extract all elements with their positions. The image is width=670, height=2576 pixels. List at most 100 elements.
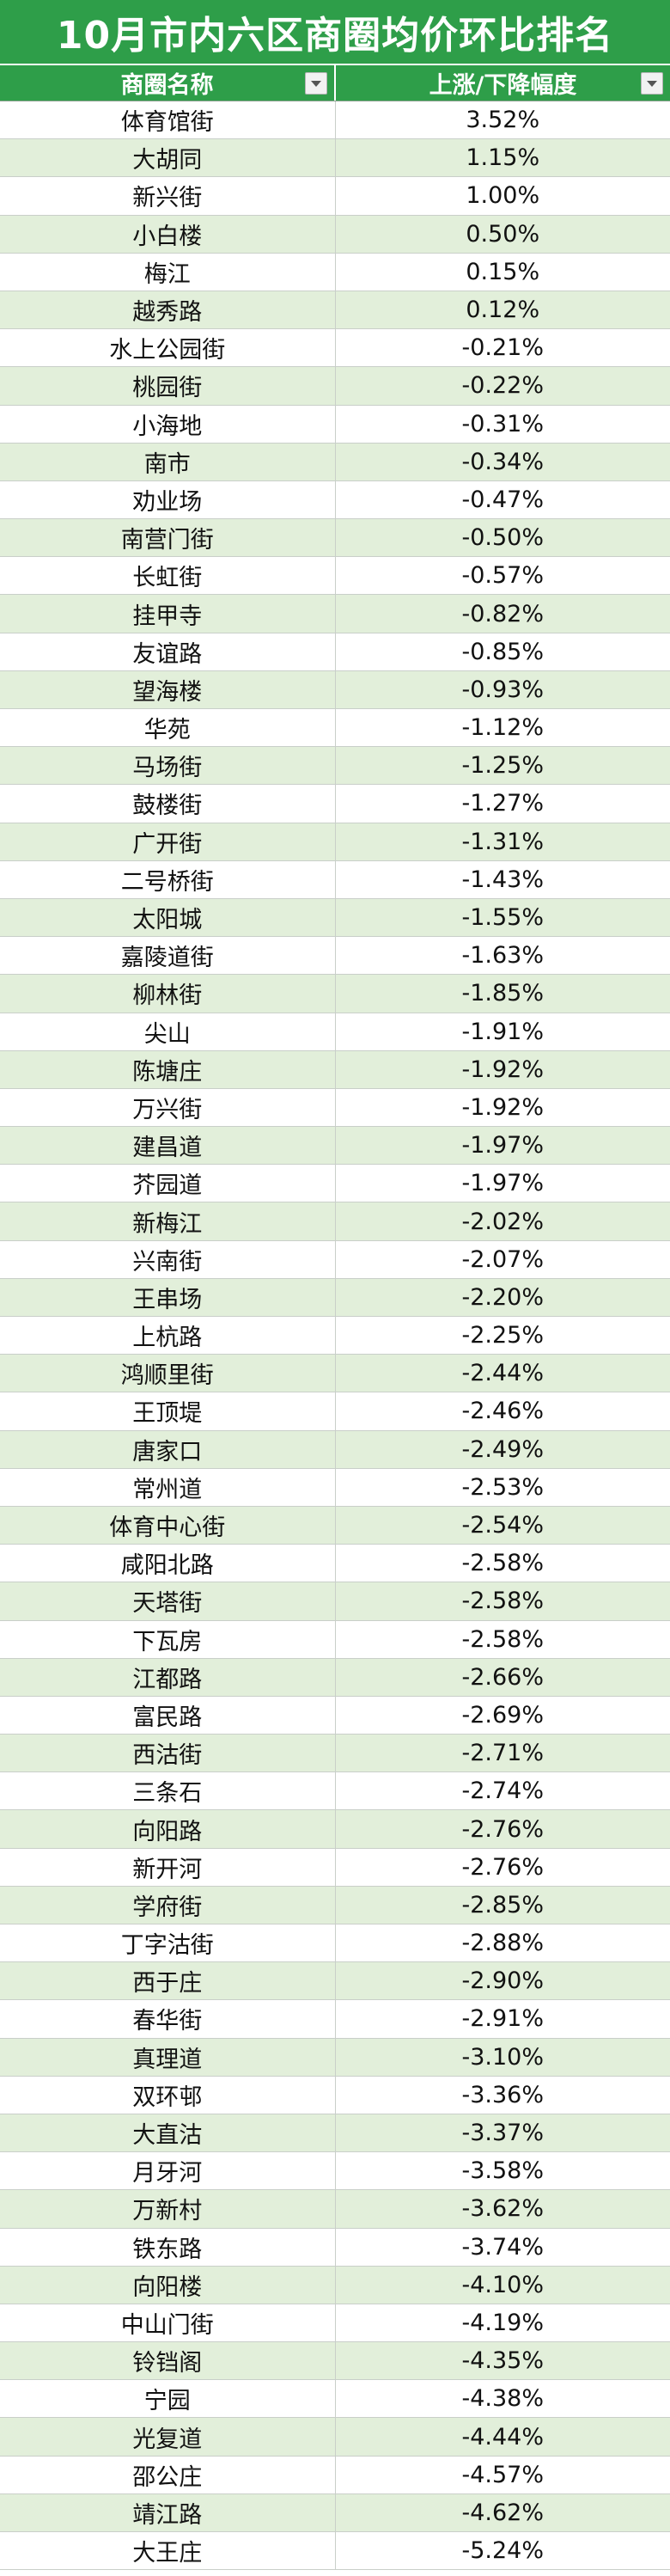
- cell-change-percent[interactable]: -4.19%: [334, 2304, 670, 2342]
- cell-district-name[interactable]: 梅江: [143, 260, 191, 288]
- cell-change-percent[interactable]: -0.82%: [334, 595, 670, 633]
- cell-change-percent[interactable]: -2.76%: [334, 1810, 670, 1848]
- cell-change-percent[interactable]: -1.91%: [334, 1013, 670, 1050]
- cell-district-name[interactable]: 陈塘庄: [132, 1058, 203, 1086]
- cell-change-percent[interactable]: -1.25%: [334, 747, 670, 785]
- cell-district-name[interactable]: 南营门街: [120, 527, 214, 554]
- cell-district-name[interactable]: 真理道: [132, 2046, 203, 2073]
- cell-change-percent[interactable]: -5.24%: [334, 2532, 670, 2570]
- cell-district-name[interactable]: 新开河: [132, 1856, 203, 1883]
- cell-change-percent[interactable]: -2.58%: [334, 1620, 670, 1658]
- cell-change-percent[interactable]: -3.62%: [334, 2190, 670, 2228]
- cell-district-name[interactable]: 桃园街: [132, 375, 203, 402]
- cell-district-name[interactable]: 靖江路: [132, 2501, 203, 2529]
- cell-change-percent[interactable]: -0.22%: [334, 367, 670, 405]
- cell-change-percent[interactable]: -1.97%: [334, 1165, 670, 1202]
- cell-change-percent[interactable]: -2.25%: [334, 1317, 670, 1355]
- cell-district-name[interactable]: 万兴街: [132, 1096, 203, 1123]
- cell-change-percent[interactable]: 0.50%: [334, 215, 670, 253]
- cell-change-percent[interactable]: -1.12%: [334, 709, 670, 747]
- cell-change-percent[interactable]: -0.93%: [334, 670, 670, 708]
- cell-change-percent[interactable]: -2.85%: [334, 1886, 670, 1924]
- cell-change-percent[interactable]: -4.35%: [334, 2342, 670, 2380]
- cell-change-percent[interactable]: -0.34%: [334, 443, 670, 480]
- cell-change-percent[interactable]: -2.91%: [334, 2000, 670, 2038]
- cell-district-name[interactable]: 西于庄: [132, 1970, 203, 1998]
- cell-district-name[interactable]: 春华街: [132, 2008, 203, 2035]
- cell-district-name[interactable]: 小海地: [132, 413, 203, 440]
- cell-district-name[interactable]: 体育馆街: [120, 109, 214, 137]
- cell-district-name[interactable]: 南市: [143, 450, 191, 478]
- cell-district-name[interactable]: 芥园道: [132, 1172, 203, 1200]
- cell-change-percent[interactable]: -3.74%: [334, 2228, 670, 2266]
- cell-district-name[interactable]: 天塔街: [132, 1590, 203, 1618]
- cell-district-name[interactable]: 三条石: [132, 1780, 203, 1808]
- cell-district-name[interactable]: 尖山: [143, 1020, 191, 1048]
- cell-change-percent[interactable]: -2.58%: [334, 1545, 670, 1582]
- cell-district-name[interactable]: 越秀路: [132, 299, 203, 327]
- cell-change-percent[interactable]: -2.44%: [334, 1355, 670, 1392]
- cell-district-name[interactable]: 鼓楼街: [132, 792, 203, 820]
- cell-district-name[interactable]: 长虹街: [132, 565, 203, 592]
- cell-change-percent[interactable]: -1.55%: [334, 898, 670, 937]
- cell-change-percent[interactable]: -2.71%: [334, 1735, 670, 1772]
- cell-district-name[interactable]: 马场街: [132, 755, 203, 782]
- cell-change-percent[interactable]: -2.54%: [334, 1506, 670, 1545]
- cell-change-percent[interactable]: -2.49%: [334, 1430, 670, 1468]
- cell-district-name[interactable]: 双环邨: [132, 2083, 203, 2111]
- cell-district-name[interactable]: 太阳城: [132, 907, 203, 934]
- cell-change-percent[interactable]: -3.58%: [334, 2152, 670, 2190]
- cell-district-name[interactable]: 望海楼: [132, 678, 203, 706]
- cell-change-percent[interactable]: -0.31%: [334, 405, 670, 443]
- cell-district-name[interactable]: 新梅江: [132, 1210, 203, 1238]
- cell-change-percent[interactable]: -3.10%: [334, 2038, 670, 2076]
- filter-dropdown-icon[interactable]: [641, 72, 663, 95]
- cell-district-name[interactable]: 光复道: [132, 2426, 203, 2453]
- cell-change-percent[interactable]: -2.90%: [334, 1962, 670, 2000]
- cell-change-percent[interactable]: -3.37%: [334, 2114, 670, 2152]
- cell-district-name[interactable]: 上杭路: [132, 1325, 203, 1352]
- cell-change-percent[interactable]: -1.63%: [334, 937, 670, 975]
- cell-change-percent[interactable]: -0.57%: [334, 557, 670, 595]
- cell-change-percent[interactable]: -0.21%: [334, 329, 670, 367]
- cell-change-percent[interactable]: -2.88%: [334, 1924, 670, 1962]
- cell-district-name[interactable]: 月牙河: [132, 2160, 203, 2187]
- cell-district-name[interactable]: 大胡同: [132, 147, 203, 174]
- cell-district-name[interactable]: 丁字沽街: [120, 1932, 214, 1960]
- cell-change-percent[interactable]: -1.43%: [334, 860, 670, 898]
- cell-change-percent[interactable]: -2.07%: [334, 1240, 670, 1278]
- cell-change-percent[interactable]: -3.36%: [334, 2076, 670, 2114]
- cell-district-name[interactable]: 水上公园街: [109, 337, 226, 364]
- cell-change-percent[interactable]: -1.92%: [334, 1088, 670, 1127]
- cell-change-percent[interactable]: -4.38%: [334, 2380, 670, 2418]
- cell-change-percent[interactable]: -4.10%: [334, 2266, 670, 2304]
- cell-district-name[interactable]: 富民路: [132, 1704, 203, 1731]
- cell-change-percent[interactable]: 3.52%: [334, 101, 670, 139]
- cell-change-percent[interactable]: 0.12%: [334, 291, 670, 329]
- cell-change-percent[interactable]: -1.31%: [334, 823, 670, 860]
- cell-district-name[interactable]: 兴南街: [132, 1248, 203, 1276]
- cell-change-percent[interactable]: -2.53%: [334, 1468, 670, 1506]
- cell-district-name[interactable]: 友谊路: [132, 640, 203, 668]
- cell-change-percent[interactable]: 1.00%: [334, 177, 670, 215]
- cell-district-name[interactable]: 嘉陵道街: [120, 945, 214, 972]
- cell-change-percent[interactable]: -2.02%: [334, 1202, 670, 1240]
- cell-change-percent[interactable]: -1.27%: [334, 785, 670, 823]
- cell-district-name[interactable]: 王串场: [132, 1286, 203, 1313]
- cell-district-name[interactable]: 铁东路: [132, 2236, 203, 2263]
- cell-change-percent[interactable]: -0.47%: [334, 480, 670, 519]
- cell-district-name[interactable]: 大王庄: [132, 2540, 203, 2567]
- cell-change-percent[interactable]: -2.76%: [334, 1848, 670, 1886]
- cell-change-percent[interactable]: -2.58%: [334, 1582, 670, 1620]
- cell-change-percent[interactable]: -2.66%: [334, 1658, 670, 1696]
- cell-district-name[interactable]: 广开街: [132, 830, 203, 858]
- cell-change-percent[interactable]: -2.20%: [334, 1278, 670, 1316]
- cell-district-name[interactable]: 铃铛阁: [132, 2350, 203, 2377]
- cell-district-name[interactable]: 万新村: [132, 2198, 203, 2225]
- cell-district-name[interactable]: 挂甲寺: [132, 603, 203, 630]
- cell-district-name[interactable]: 体育中心街: [109, 1514, 226, 1542]
- cell-change-percent[interactable]: -4.57%: [334, 2456, 670, 2493]
- cell-district-name[interactable]: 咸阳北路: [120, 1552, 214, 1580]
- cell-district-name[interactable]: 建昌道: [132, 1135, 203, 1162]
- cell-change-percent[interactable]: -2.74%: [334, 1772, 670, 1810]
